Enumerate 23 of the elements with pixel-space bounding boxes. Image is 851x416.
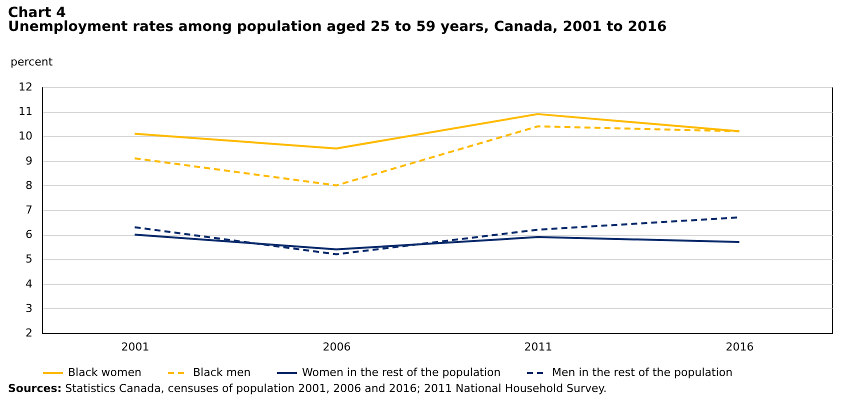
y-tick-label: 3: [26, 302, 32, 315]
x-tick-label: 2001: [121, 340, 150, 354]
y-tick-label: 8: [26, 178, 32, 192]
legend-label: Black women: [68, 366, 142, 379]
legend-label: Men in the rest of the population: [552, 366, 733, 379]
legend-label: Black men: [193, 366, 251, 379]
x-tick-label: 2006: [322, 340, 351, 354]
y-tick-label: 11: [18, 105, 32, 118]
y-tick-label: 7: [26, 204, 32, 216]
legend-label: Women in the rest of the population: [302, 366, 501, 379]
x-tick-label: 2016: [726, 340, 754, 354]
y-tick-label: 4: [26, 277, 32, 290]
y-tick-label: 6: [26, 228, 32, 242]
y-tick-label: 10: [18, 130, 32, 143]
y-tick-label: 5: [26, 252, 32, 266]
y-tick-label: 12: [18, 80, 32, 94]
y-tick-label: 2: [26, 326, 32, 340]
x-tick-label: 2011: [524, 340, 552, 354]
y-tick-label: 9: [26, 154, 32, 168]
chart-subtitle: Unemployment rates among population aged 25 to 59 years, Canada, 2001 to 2016: [8, 19, 667, 35]
y-axis-title: percent: [10, 56, 54, 68]
chart-title: Chart 4: [8, 5, 66, 21]
source-note: Sources: Statistics Canada, censuses of population 2001, 2006 and 2016; 2011 National Household Survey.: [8, 382, 608, 395]
